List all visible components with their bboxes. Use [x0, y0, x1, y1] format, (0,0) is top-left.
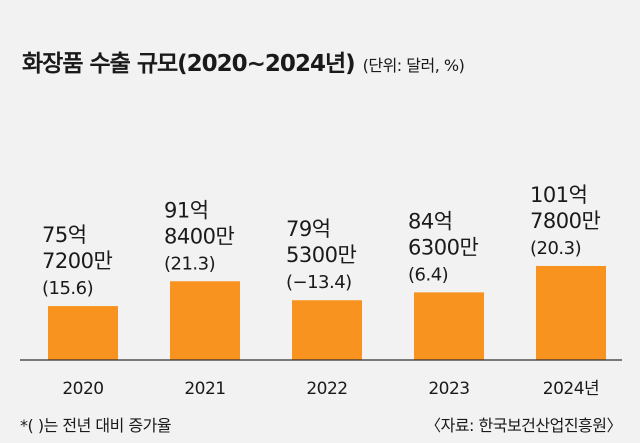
bar-2021	[170, 281, 240, 360]
value-label-remainder: 7200만	[42, 249, 112, 273]
bar-2020	[48, 306, 118, 360]
unit-note: (단위: 달러, %)	[362, 56, 465, 75]
chart-title: 화장품 수출 규모(2020~2024년)	[22, 51, 356, 77]
source-note: 〈자료: 한국보건산업진흥원〉	[425, 416, 622, 435]
x-tick-label: 2021	[184, 379, 225, 399]
value-label-amount: 91억	[164, 198, 209, 222]
value-label-amount: 79억	[286, 217, 331, 241]
bar-2022	[292, 300, 362, 360]
bar-2024년	[536, 265, 606, 360]
value-label-amount: 101억	[530, 183, 587, 207]
x-tick-label: 2024년	[543, 379, 599, 399]
growth-label: (6.4)	[408, 264, 448, 285]
bar-2023	[414, 292, 484, 360]
value-label-remainder: 6300만	[408, 235, 478, 259]
growth-label: (21.3)	[164, 253, 215, 274]
growth-label: (−13.4)	[286, 272, 352, 293]
footnote: *( )는 전년 대비 증가율	[20, 416, 172, 435]
value-label-amount: 84억	[408, 209, 453, 233]
growth-label: (15.6)	[42, 278, 93, 299]
value-label-remainder: 5300만	[286, 243, 356, 267]
value-label-remainder: 8400만	[164, 224, 234, 248]
value-label-remainder: 7800만	[530, 209, 600, 233]
value-label-amount: 75억	[42, 223, 87, 247]
x-tick-label: 2023	[428, 379, 469, 399]
growth-label: (20.3)	[530, 238, 581, 259]
x-tick-label: 2022	[306, 379, 347, 399]
x-tick-label: 2020	[62, 379, 103, 399]
title-row: 화장품 수출 규모(2020~2024년) (단위: 달러, %)	[22, 44, 465, 78]
